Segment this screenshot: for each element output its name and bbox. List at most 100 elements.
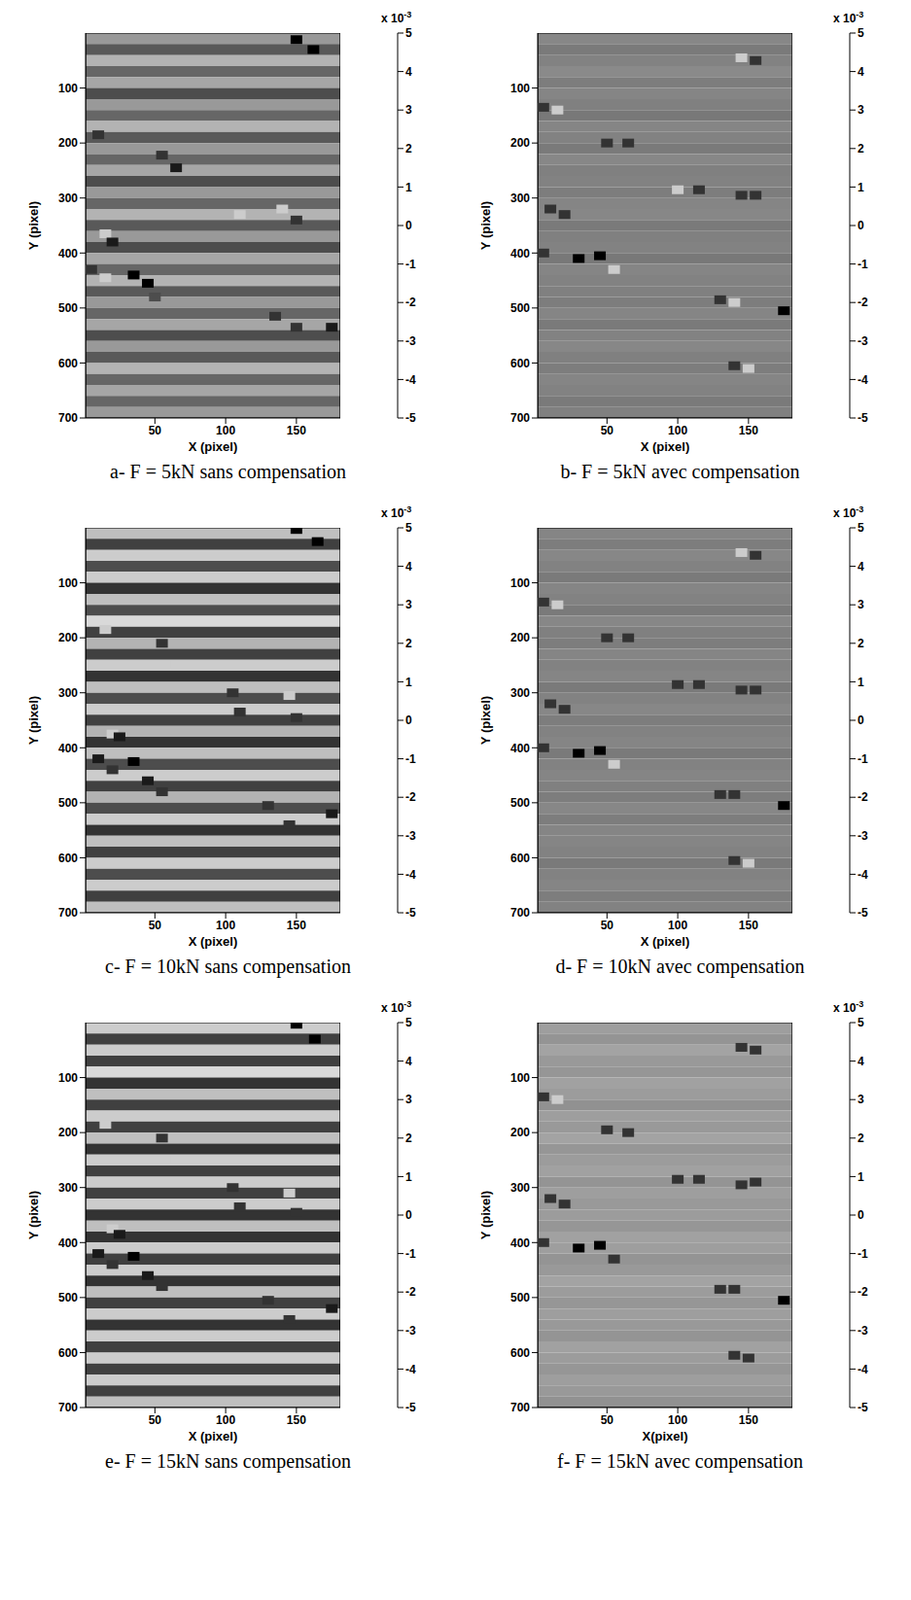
- svg-text:3: 3: [857, 597, 865, 612]
- svg-text:500: 500: [58, 301, 78, 316]
- svg-text:300: 300: [58, 1181, 78, 1195]
- svg-text:-3: -3: [405, 334, 417, 349]
- svg-text:X(pixel): X(pixel): [642, 1429, 689, 1444]
- svg-text:4: 4: [857, 560, 865, 574]
- svg-text:-1: -1: [857, 257, 869, 272]
- svg-text:200: 200: [58, 136, 78, 150]
- svg-text:-1: -1: [405, 752, 417, 767]
- svg-text:-2: -2: [405, 790, 417, 805]
- svg-text:2: 2: [405, 1131, 413, 1146]
- svg-text:600: 600: [58, 1346, 78, 1361]
- svg-text:100: 100: [667, 918, 688, 933]
- svg-text:2: 2: [857, 1131, 865, 1146]
- svg-text:1: 1: [405, 675, 413, 690]
- svg-text:X (pixel): X (pixel): [188, 1429, 239, 1444]
- svg-text:Y (pixel): Y (pixel): [478, 696, 493, 745]
- svg-text:700: 700: [58, 906, 78, 920]
- svg-text:300: 300: [58, 686, 78, 701]
- svg-text:700: 700: [58, 411, 78, 425]
- svg-text:600: 600: [510, 356, 530, 371]
- svg-text:100: 100: [215, 918, 236, 933]
- svg-text:1: 1: [857, 675, 865, 690]
- svg-text:-5: -5: [857, 1401, 869, 1415]
- svg-text:500: 500: [510, 301, 530, 316]
- svg-text:5: 5: [405, 521, 413, 535]
- svg-text:0: 0: [857, 218, 865, 233]
- svg-text:300: 300: [510, 686, 530, 701]
- svg-text:400: 400: [510, 741, 530, 756]
- svg-text:1: 1: [405, 1170, 413, 1185]
- svg-text:-3: -3: [857, 334, 869, 349]
- svg-text:200: 200: [510, 1125, 530, 1140]
- svg-text:100: 100: [58, 81, 78, 96]
- svg-text:50: 50: [148, 918, 163, 933]
- svg-text:-2: -2: [405, 295, 417, 310]
- svg-text:X (pixel): X (pixel): [188, 439, 239, 455]
- svg-text:400: 400: [58, 741, 78, 756]
- svg-text:400: 400: [510, 246, 530, 261]
- svg-text:-3: -3: [405, 1324, 417, 1338]
- svg-text:-5: -5: [405, 1401, 417, 1415]
- svg-text:300: 300: [510, 1181, 530, 1195]
- svg-text:100: 100: [58, 576, 78, 591]
- svg-text:150: 150: [286, 918, 307, 933]
- svg-text:2: 2: [857, 141, 865, 156]
- svg-text:4: 4: [857, 1054, 865, 1069]
- svg-text:3: 3: [857, 103, 865, 117]
- svg-text:100: 100: [58, 1071, 78, 1086]
- svg-text:-5: -5: [405, 411, 417, 425]
- svg-text:200: 200: [58, 1125, 78, 1140]
- svg-text:700: 700: [58, 1401, 78, 1415]
- svg-text:-4: -4: [857, 1363, 869, 1377]
- svg-text:X (pixel): X (pixel): [640, 934, 691, 949]
- svg-text:500: 500: [510, 796, 530, 810]
- svg-text:600: 600: [510, 851, 530, 866]
- svg-text:600: 600: [58, 356, 78, 371]
- svg-text:700: 700: [510, 1401, 530, 1415]
- svg-text:-4: -4: [405, 1363, 417, 1377]
- svg-text:0: 0: [857, 713, 865, 728]
- svg-text:400: 400: [510, 1236, 530, 1251]
- svg-text:2: 2: [405, 636, 413, 651]
- svg-text:300: 300: [58, 191, 78, 206]
- svg-text:2: 2: [405, 141, 413, 156]
- svg-text:500: 500: [58, 1291, 78, 1305]
- svg-text:200: 200: [510, 136, 530, 150]
- svg-text:0: 0: [405, 713, 413, 728]
- svg-text:4: 4: [857, 65, 865, 79]
- svg-text:500: 500: [510, 1291, 530, 1305]
- svg-text:50: 50: [600, 423, 615, 438]
- svg-text:150: 150: [286, 423, 307, 438]
- svg-text:0: 0: [405, 1208, 413, 1223]
- svg-text:-4: -4: [857, 373, 869, 387]
- svg-text:400: 400: [58, 1236, 78, 1251]
- svg-text:100: 100: [510, 576, 530, 591]
- svg-text:100: 100: [510, 81, 530, 96]
- svg-text:-5: -5: [857, 906, 869, 920]
- svg-text:Y (pixel): Y (pixel): [26, 201, 41, 250]
- svg-text:50: 50: [600, 1413, 615, 1428]
- svg-text:400: 400: [58, 246, 78, 261]
- svg-text:200: 200: [510, 630, 530, 645]
- svg-text:-1: -1: [857, 752, 869, 767]
- svg-text:-2: -2: [857, 295, 869, 310]
- svg-text:-4: -4: [405, 868, 417, 882]
- svg-text:100: 100: [667, 423, 688, 438]
- svg-text:X (pixel): X (pixel): [640, 439, 691, 455]
- svg-text:3: 3: [405, 103, 413, 117]
- svg-text:50: 50: [600, 918, 615, 933]
- svg-text:Y (pixel): Y (pixel): [478, 201, 493, 250]
- svg-text:4: 4: [405, 65, 413, 79]
- svg-text:1: 1: [405, 180, 413, 195]
- svg-text:300: 300: [510, 191, 530, 206]
- svg-text:-2: -2: [857, 790, 869, 805]
- svg-text:700: 700: [510, 411, 530, 425]
- svg-text:100: 100: [510, 1071, 530, 1086]
- svg-text:5: 5: [857, 26, 865, 40]
- svg-text:-3: -3: [857, 1324, 869, 1338]
- svg-text:100: 100: [215, 1413, 236, 1428]
- svg-text:-1: -1: [857, 1247, 869, 1262]
- svg-text:700: 700: [510, 906, 530, 920]
- svg-text:4: 4: [405, 1054, 413, 1069]
- svg-text:100: 100: [215, 423, 236, 438]
